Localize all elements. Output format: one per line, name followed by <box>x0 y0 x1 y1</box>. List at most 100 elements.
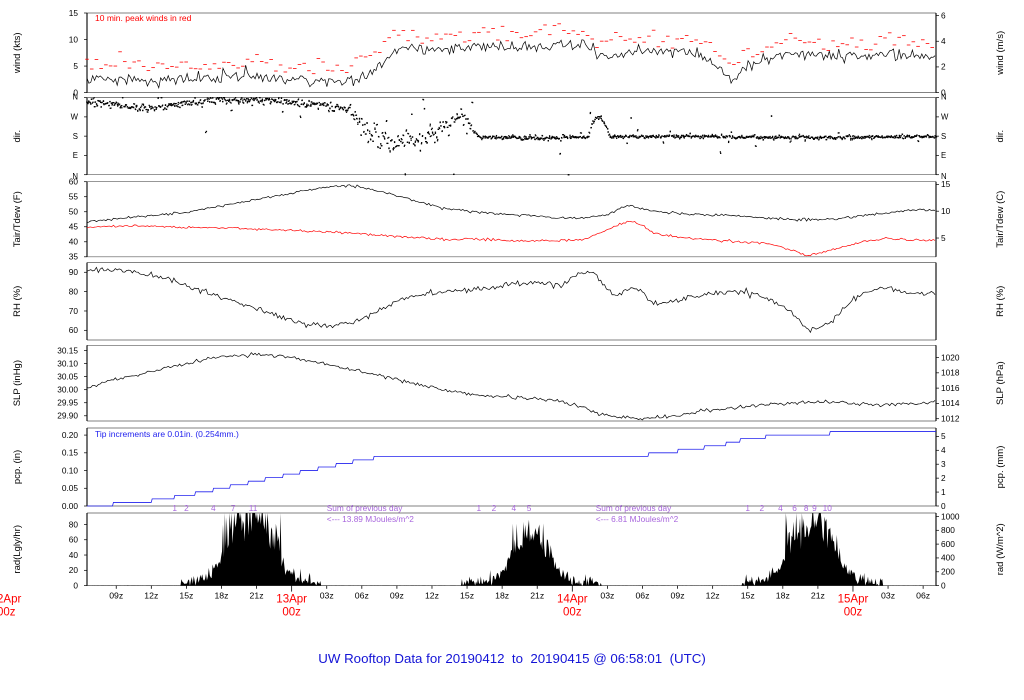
svg-text:00z: 00z <box>563 607 582 619</box>
svg-text:pcp. (in): pcp. (in) <box>12 450 23 484</box>
svg-text:45: 45 <box>69 222 79 232</box>
svg-text:4: 4 <box>512 503 517 513</box>
svg-text:8: 8 <box>804 503 809 513</box>
svg-text:70: 70 <box>69 306 79 316</box>
svg-text:4: 4 <box>778 503 783 513</box>
svg-text:800: 800 <box>941 525 955 535</box>
svg-text:7: 7 <box>231 503 236 513</box>
svg-text:0: 0 <box>73 580 78 590</box>
svg-text:5: 5 <box>941 233 946 243</box>
svg-text:50: 50 <box>69 207 79 217</box>
svg-text:600: 600 <box>941 539 955 549</box>
svg-text:15z: 15z <box>460 591 474 601</box>
svg-text:10: 10 <box>941 206 951 216</box>
svg-text:W: W <box>941 113 949 122</box>
svg-text:21z: 21z <box>811 591 825 601</box>
svg-text:Sum of previous day: Sum of previous day <box>327 503 403 513</box>
svg-text:06z: 06z <box>916 591 930 601</box>
svg-text:14Apr: 14Apr <box>557 594 588 606</box>
svg-text:80: 80 <box>69 519 79 529</box>
svg-text:12z: 12z <box>706 591 720 601</box>
svg-text:10: 10 <box>69 34 79 44</box>
svg-text:2: 2 <box>184 503 189 513</box>
svg-text:2: 2 <box>492 503 497 513</box>
svg-text:0.00: 0.00 <box>62 501 79 511</box>
svg-text:18z: 18z <box>214 591 228 601</box>
svg-text:1014: 1014 <box>941 398 960 408</box>
svg-text:2: 2 <box>759 503 764 513</box>
svg-text:1: 1 <box>476 503 481 513</box>
svg-text:E: E <box>941 151 946 160</box>
svg-text:4: 4 <box>211 503 216 513</box>
svg-text:15: 15 <box>69 8 79 18</box>
svg-text:20: 20 <box>69 565 79 575</box>
svg-text:Sum of previous day: Sum of previous day <box>596 503 672 513</box>
svg-text:1000: 1000 <box>941 511 960 521</box>
svg-text:0.15: 0.15 <box>62 448 79 458</box>
svg-text:6: 6 <box>792 503 797 513</box>
svg-text:pcp. (mm): pcp. (mm) <box>995 446 1006 489</box>
svg-text:4: 4 <box>941 36 946 46</box>
svg-text:2Apr: 2Apr <box>0 594 21 606</box>
svg-text:06z: 06z <box>355 591 369 601</box>
svg-text:15: 15 <box>941 179 951 189</box>
svg-text:13Apr: 13Apr <box>276 594 307 606</box>
svg-text:wind (m/s): wind (m/s) <box>995 31 1006 76</box>
svg-text:40: 40 <box>69 550 79 560</box>
svg-text:90: 90 <box>69 267 79 277</box>
svg-text:60: 60 <box>69 177 79 187</box>
svg-text:1: 1 <box>745 503 750 513</box>
svg-text:rad (W/m^2): rad (W/m^2) <box>995 523 1006 575</box>
svg-text:03z: 03z <box>600 591 614 601</box>
svg-text:wind (kts): wind (kts) <box>12 32 23 74</box>
svg-text:2: 2 <box>941 473 946 483</box>
svg-text:1020: 1020 <box>941 352 960 362</box>
svg-text:18z: 18z <box>495 591 509 601</box>
svg-text:0: 0 <box>941 580 946 590</box>
svg-text:Tair/Tdew (C): Tair/Tdew (C) <box>995 191 1006 248</box>
svg-text:18z: 18z <box>776 591 790 601</box>
svg-text:30.00: 30.00 <box>57 384 78 394</box>
svg-text:12z: 12z <box>425 591 439 601</box>
svg-text:06z: 06z <box>635 591 649 601</box>
svg-text:SLP (hPa): SLP (hPa) <box>995 361 1006 405</box>
svg-text:5: 5 <box>73 61 78 71</box>
svg-text:1016: 1016 <box>941 383 960 393</box>
svg-text:S: S <box>73 132 78 141</box>
svg-text:30.15: 30.15 <box>57 345 78 355</box>
svg-text:30.10: 30.10 <box>57 358 78 368</box>
svg-text:60: 60 <box>69 325 79 335</box>
svg-text:60: 60 <box>69 535 79 545</box>
svg-text:RH (%): RH (%) <box>12 286 23 317</box>
svg-text:5: 5 <box>527 503 532 513</box>
svg-text:6: 6 <box>941 10 946 20</box>
svg-text:40: 40 <box>69 237 79 247</box>
svg-text:W: W <box>71 113 79 122</box>
svg-text:00z: 00z <box>282 607 301 619</box>
svg-text:80: 80 <box>69 286 79 296</box>
svg-text:29.95: 29.95 <box>57 398 78 408</box>
svg-text:29.90: 29.90 <box>57 411 78 421</box>
svg-text:0: 0 <box>941 501 946 511</box>
svg-text:21z: 21z <box>530 591 544 601</box>
svg-text:5: 5 <box>941 431 946 441</box>
svg-text:55: 55 <box>69 192 79 202</box>
svg-text:S: S <box>941 132 946 141</box>
svg-text:2: 2 <box>941 62 946 72</box>
svg-text:1: 1 <box>941 487 946 497</box>
svg-text:N: N <box>941 92 947 101</box>
svg-text:30.05: 30.05 <box>57 371 78 381</box>
svg-text:11: 11 <box>249 503 258 513</box>
svg-text:09z: 09z <box>109 591 123 601</box>
svg-text:Tip increments are 0.01in. (0.: Tip increments are 0.01in. (0.254mm.) <box>95 429 239 439</box>
svg-text:dir.: dir. <box>995 130 1006 143</box>
svg-text:03z: 03z <box>320 591 334 601</box>
svg-text:1018: 1018 <box>941 368 960 378</box>
svg-text:<--- 6.81 MJoules/m^2: <--- 6.81 MJoules/m^2 <box>596 514 679 524</box>
svg-text:10: 10 <box>823 503 833 513</box>
svg-text:1012: 1012 <box>941 414 960 424</box>
svg-text:N: N <box>72 92 78 101</box>
svg-text:12z: 12z <box>144 591 158 601</box>
svg-text:21z: 21z <box>250 591 264 601</box>
svg-text:15Apr: 15Apr <box>838 594 869 606</box>
